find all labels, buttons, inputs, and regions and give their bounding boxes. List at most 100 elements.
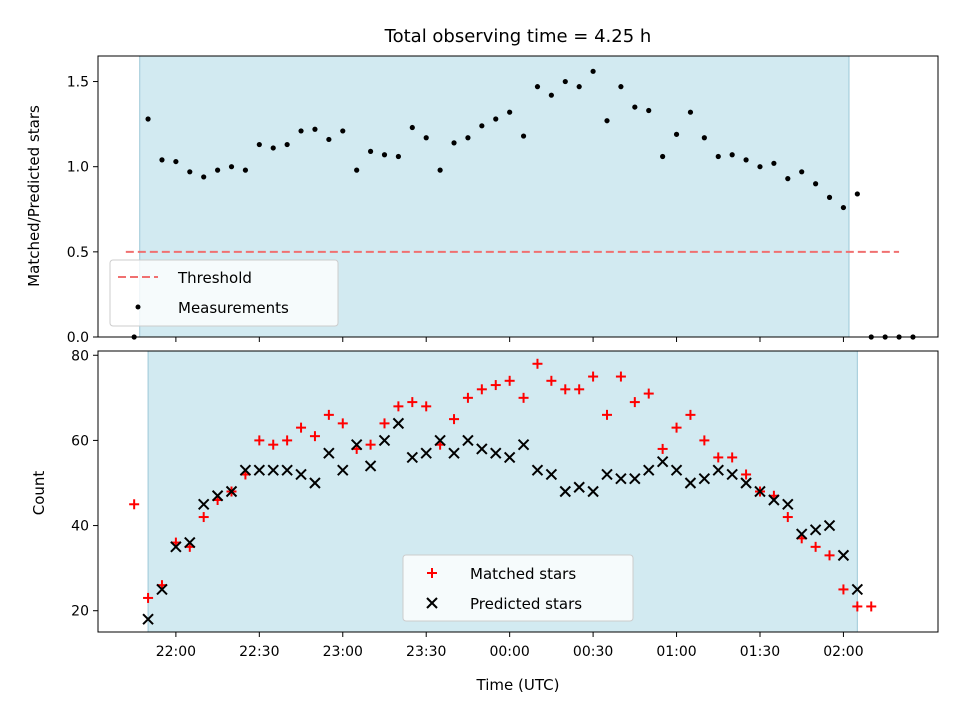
measurement-point bbox=[673, 131, 680, 137]
predicted-star-marker bbox=[629, 473, 641, 485]
predicted-star-marker bbox=[517, 438, 530, 451]
bottom-x-tick-label: 23:30 bbox=[406, 644, 446, 660]
measurement-point bbox=[646, 107, 652, 114]
predicted-star-marker bbox=[768, 494, 780, 506]
measurement-point bbox=[395, 153, 401, 160]
matched-star-marker bbox=[129, 499, 140, 510]
predicted-star-marker bbox=[392, 417, 405, 430]
predicted-star-marker bbox=[295, 468, 307, 481]
bottom-y-ticks: 20 40 60 80 bbox=[71, 348, 98, 620]
bottom-x-ticks: 22:00 22:30 23:00 23:30 00:00 00:30 01:00 01:30… bbox=[156, 632, 864, 660]
measurement-point bbox=[465, 135, 471, 141]
matched-star-marker bbox=[532, 358, 543, 369]
measurement-point bbox=[256, 141, 262, 148]
bottom-y-tick-label: 80 bbox=[71, 348, 89, 364]
predicted-star-marker bbox=[837, 549, 850, 562]
measurement-point bbox=[520, 133, 527, 139]
measurement-point bbox=[590, 68, 596, 74]
measurement-point bbox=[785, 176, 791, 182]
measurement-point bbox=[173, 158, 179, 165]
bottom-x-tick-label: 23:00 bbox=[323, 644, 363, 660]
measurement-point bbox=[562, 78, 568, 85]
matched-star-marker bbox=[852, 601, 863, 612]
matched-star-marker bbox=[393, 401, 404, 412]
measurement-point bbox=[451, 140, 457, 146]
top-axes-frame bbox=[97, 55, 939, 338]
measurement-point bbox=[771, 160, 777, 166]
measurement-point bbox=[298, 128, 304, 134]
predicted-star-marker bbox=[712, 464, 724, 476]
measurement-point bbox=[159, 157, 165, 163]
measurement-point bbox=[326, 136, 332, 143]
measurement-point bbox=[201, 174, 207, 180]
measurement-point bbox=[409, 124, 415, 131]
measurement-point bbox=[715, 153, 721, 160]
measurement-point bbox=[534, 84, 541, 90]
predicted-star-marker bbox=[434, 434, 446, 447]
measurement-point bbox=[437, 167, 443, 173]
predicted-star-marker bbox=[156, 583, 168, 596]
predicted-star-marker bbox=[323, 447, 335, 459]
measurement-point bbox=[548, 92, 554, 98]
predicted-star-marker bbox=[726, 468, 738, 481]
bottom-x-tick-label: 00:30 bbox=[573, 644, 613, 660]
predicted-star-marker bbox=[364, 460, 377, 472]
top-y-tick-label: 1.0 bbox=[67, 160, 89, 176]
matched-star-marker bbox=[254, 435, 265, 446]
measurement-point bbox=[743, 157, 749, 163]
measurement-point bbox=[687, 109, 694, 115]
matched-star-marker bbox=[574, 384, 585, 395]
predicted-star-marker bbox=[754, 485, 766, 498]
legend-predicted-label: Predicted stars bbox=[470, 595, 582, 613]
top-panel: Total observing time = 4.25 h 0.0 0.5 1.0 1… bbox=[25, 26, 939, 346]
matched-star-marker bbox=[546, 375, 557, 386]
matched-star-marker bbox=[615, 371, 626, 382]
predicted-star-marker bbox=[656, 455, 669, 468]
matched-star-marker bbox=[309, 431, 320, 442]
top-chart-title: Total observing time = 4.25 h bbox=[384, 26, 652, 47]
measurement-point bbox=[813, 181, 819, 187]
predicted-star-marker bbox=[184, 536, 196, 549]
predicted-star-marker bbox=[281, 464, 293, 476]
predicted-star-marker bbox=[545, 468, 558, 481]
bottom-legend: Matched stars Predicted stars bbox=[402, 554, 634, 622]
predicted-star-marker bbox=[337, 464, 349, 476]
matched-star-marker bbox=[504, 375, 515, 386]
predicted-star-marker bbox=[670, 464, 683, 476]
top-y-tick-label: 0.0 bbox=[67, 330, 89, 346]
matched-star-marker bbox=[282, 435, 293, 446]
measurement-point bbox=[215, 167, 221, 173]
matched-star-marker bbox=[337, 418, 348, 429]
matched-star-marker bbox=[741, 469, 752, 480]
measurement-point bbox=[854, 191, 860, 197]
predicted-star-marker bbox=[406, 451, 419, 464]
legend-matched-swatch bbox=[427, 568, 437, 578]
legend-measurements-swatch bbox=[135, 304, 141, 310]
legend-predicted-swatch bbox=[426, 597, 438, 609]
matched-star-marker bbox=[198, 512, 209, 523]
matched-star-marker bbox=[671, 422, 682, 433]
matched-star-marker bbox=[685, 409, 696, 420]
measurement-point bbox=[381, 152, 388, 158]
matched-star-marker bbox=[713, 452, 724, 463]
matched-star-marker bbox=[296, 422, 307, 433]
measurement-point bbox=[757, 164, 763, 170]
top-legend-box bbox=[109, 259, 339, 327]
measurement-point bbox=[729, 152, 735, 158]
predicted-star-marker bbox=[615, 473, 627, 485]
matched-star-marker bbox=[838, 584, 849, 595]
measurement-points bbox=[131, 68, 916, 340]
bottom-axes-frame bbox=[97, 350, 939, 633]
matched-star-marker bbox=[588, 371, 599, 382]
measurement-point bbox=[618, 84, 624, 90]
measurement-point bbox=[423, 135, 429, 141]
bottom-panel: 20 40 60 80 22:00 22:30 23:00 23:30 00:00 00:30 0… bbox=[30, 348, 939, 694]
predicted-star-marker bbox=[378, 434, 391, 447]
predicted-star-marker bbox=[601, 468, 613, 481]
predicted-star-marker bbox=[740, 477, 752, 489]
matched-star-marker bbox=[629, 397, 640, 408]
predicted-star-marker bbox=[253, 464, 266, 476]
measurement-point bbox=[145, 116, 151, 122]
predicted-star-marker bbox=[823, 519, 836, 532]
bottom-x-axis-label: Time (UTC) bbox=[476, 676, 560, 694]
